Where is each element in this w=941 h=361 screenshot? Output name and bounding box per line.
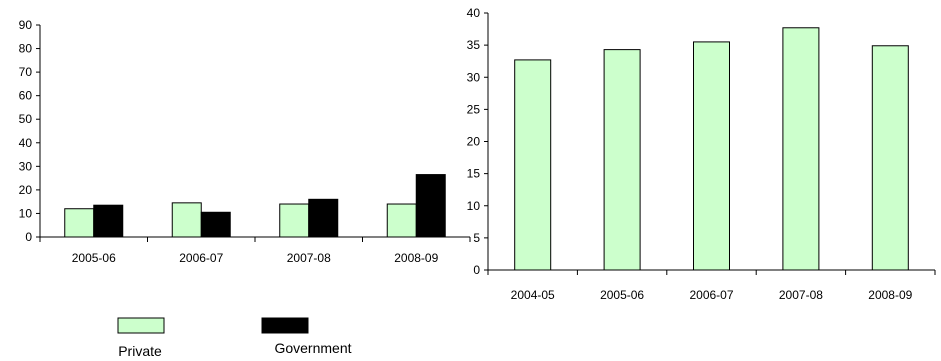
bar (603, 49, 641, 271)
y-tick-label: 40 (19, 136, 33, 150)
bar (93, 204, 124, 238)
x-tick-label: 2005-06 (600, 288, 644, 302)
y-tick-label: 35 (467, 38, 481, 52)
bar (200, 211, 231, 238)
bar (279, 203, 310, 238)
x-tick-label: 2008-09 (868, 288, 912, 302)
bar (693, 41, 730, 271)
y-tick-label: 20 (19, 183, 33, 197)
bar (386, 203, 417, 238)
x-tick-label: 2007-08 (287, 251, 331, 265)
legend-swatch (261, 317, 309, 334)
y-tick-label: 60 (19, 89, 33, 103)
y-tick-label: 30 (467, 70, 481, 84)
x-tick-label: 2005-06 (72, 251, 116, 265)
legend-label: Government (274, 340, 351, 356)
y-tick-label: 40 (467, 6, 481, 20)
y-tick-label: 5 (473, 231, 480, 245)
y-tick-label: 25 (467, 102, 481, 116)
x-tick-label: 2006-07 (179, 251, 223, 265)
y-tick-label: 30 (19, 159, 33, 173)
x-tick-label: 2008-09 (394, 251, 438, 265)
bar (871, 45, 909, 271)
bar (308, 198, 339, 238)
chart-1-grouped-bar: 0 10 20 30 40 50 60 70 80 90 2005-06 2006-07 2007-08… (19, 18, 471, 265)
y-tick-label: 10 (467, 199, 481, 213)
legend-swatch (117, 317, 165, 334)
y-tick-label: 50 (19, 112, 33, 126)
x-tick-label: 2006-07 (689, 288, 733, 302)
legend: Private Government (117, 317, 352, 359)
legend-label: Private (118, 343, 162, 359)
y-tick-label: 20 (467, 135, 481, 149)
x-tick-label: 2004-05 (511, 288, 555, 302)
x-tick-label: 2007-08 (779, 288, 823, 302)
y-tick-label: 80 (19, 42, 33, 56)
y-tick-label: 0 (473, 263, 480, 277)
y-tick-label: 0 (25, 230, 32, 244)
bar (171, 202, 202, 238)
chart-2-bar: 0 5 10 15 20 25 30 35 40 2004-05 2005-06 2006-07 200… (467, 6, 936, 302)
bar (514, 59, 552, 271)
y-tick-label: 15 (467, 167, 481, 181)
y-tick-label: 70 (19, 65, 33, 79)
bar (782, 27, 820, 271)
y-tick-label: 10 (19, 206, 33, 220)
y-tick-label: 90 (19, 18, 33, 32)
bar (415, 174, 446, 238)
bar (64, 208, 95, 238)
